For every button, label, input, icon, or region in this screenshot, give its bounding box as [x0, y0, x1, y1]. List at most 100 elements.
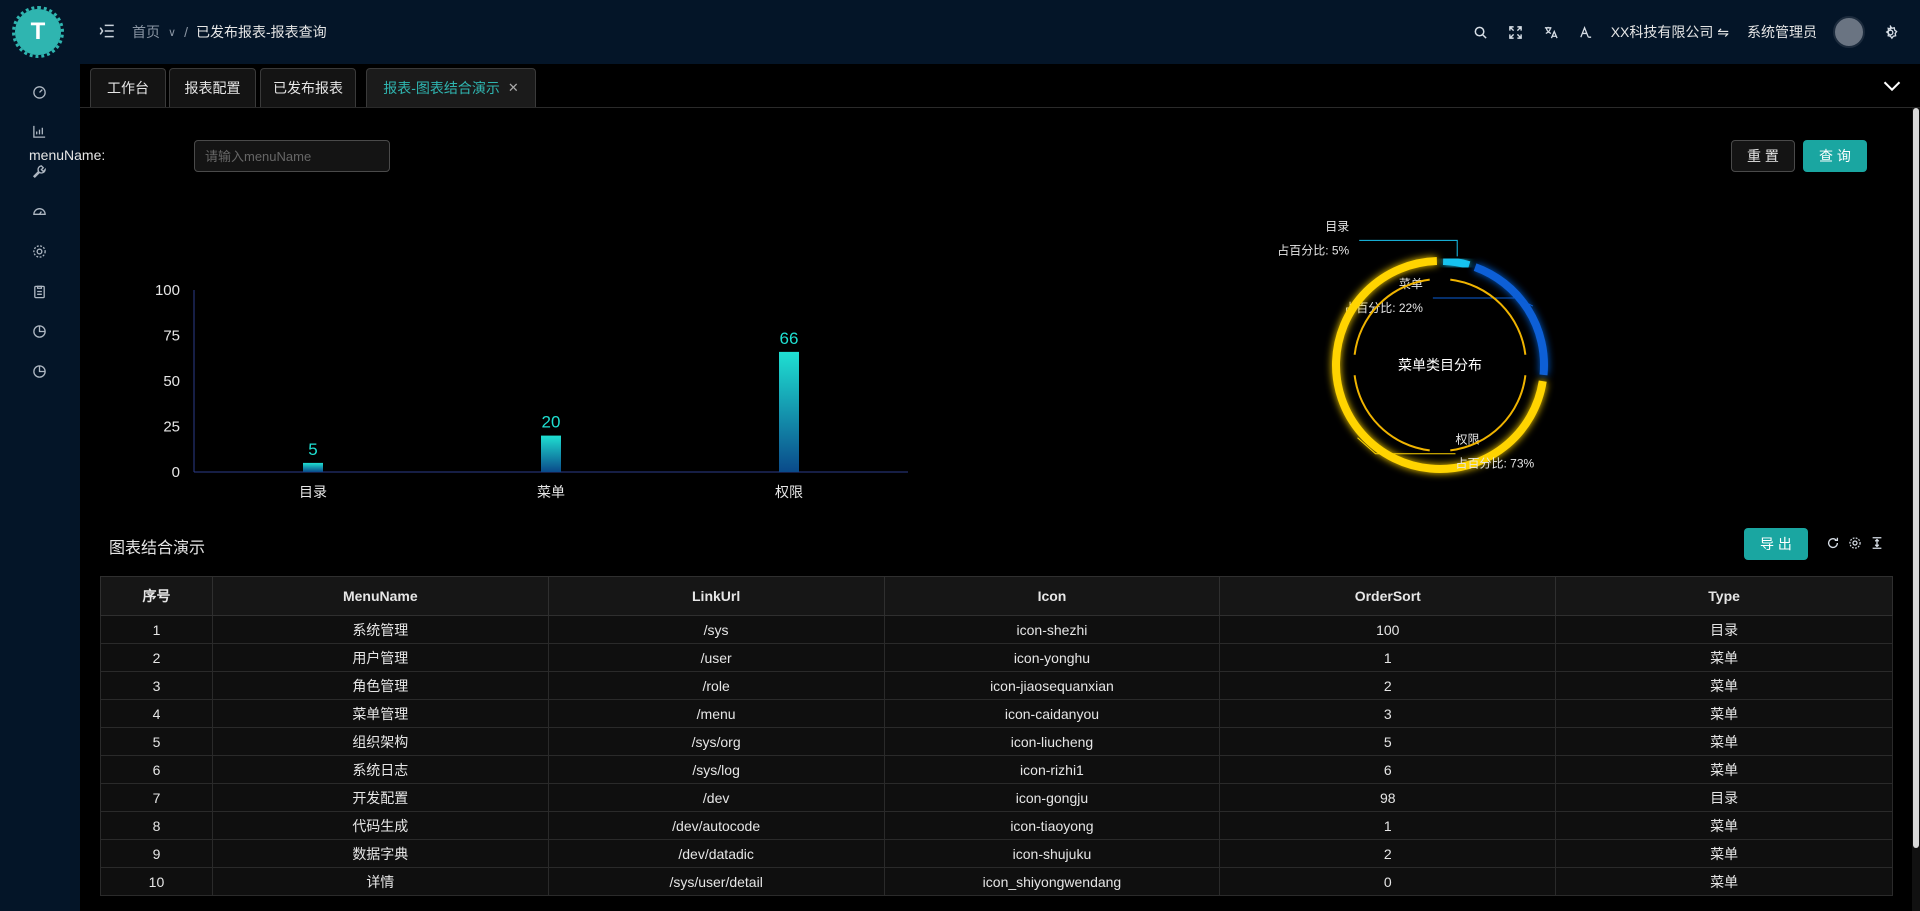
- scrollbar[interactable]: [1912, 108, 1920, 911]
- ring-slice[interactable]: [1332, 257, 1547, 473]
- reset-button[interactable]: 重 置: [1731, 140, 1795, 172]
- tab-published-reports[interactable]: 已发布报表: [260, 68, 356, 107]
- table-cell: 菜单: [1555, 671, 1893, 700]
- sidebar-tool-icon[interactable]: [28, 160, 50, 182]
- bar-value-label: 20: [542, 413, 561, 432]
- table-cell: 1: [1219, 811, 1557, 840]
- table-row[interactable]: 10 详情/sys/user/detail icon_shiyongwendang 0…: [100, 867, 1893, 896]
- table-cell: 代码生成: [211, 811, 549, 840]
- column-header[interactable]: OrderSort: [1219, 576, 1557, 616]
- column-height-icon[interactable]: [1869, 535, 1885, 551]
- ring-inner-arc: [1450, 375, 1527, 452]
- breadcrumb-separator: /: [184, 24, 188, 40]
- sidebar-gauge-icon[interactable]: [28, 200, 50, 222]
- table-cell: 98: [1219, 783, 1557, 812]
- switch-icon: ⇋: [1717, 24, 1729, 40]
- table-cell: 组织架构: [211, 727, 549, 756]
- ring-label-percent: 占百分比: 22%: [1344, 300, 1423, 315]
- breadcrumb-current: 已发布报表-报表查询: [195, 24, 327, 40]
- table-cell: /sys/org: [547, 727, 885, 756]
- table-row[interactable]: 9 数据字典/dev/datadic icon-shujuku 2 菜单: [100, 839, 1893, 868]
- table-row[interactable]: 1 系统管理/sys icon-shezhi 100 目录: [100, 615, 1893, 644]
- sidebar-clipboard-icon[interactable]: [28, 280, 50, 302]
- ring-label-name: 目录: [1325, 219, 1349, 233]
- bar-value-label: 5: [308, 440, 317, 459]
- tab-report-config[interactable]: 报表配置: [169, 68, 256, 107]
- settings-icon[interactable]: [1847, 535, 1863, 551]
- table-row[interactable]: 8 代码生成/dev/autocode icon-tiaoyong 1 菜单: [100, 811, 1893, 840]
- table-cell: 100: [1219, 615, 1557, 644]
- translate-icon[interactable]: [1541, 22, 1561, 42]
- table-cell: 菜单: [1555, 699, 1893, 728]
- bar[interactable]: [541, 435, 561, 472]
- table-row[interactable]: 5 组织架构/sys/org icon-liucheng 5 菜单: [100, 727, 1893, 756]
- ring-label-line: [1432, 297, 1534, 307]
- sidebar-pie-icon[interactable]: [28, 320, 50, 342]
- company-switch[interactable]: XX科技有限公司 ⇋: [1610, 24, 1729, 40]
- app-logo[interactable]: T: [12, 6, 64, 58]
- column-header[interactable]: Type: [1555, 576, 1893, 616]
- breadcrumb-home[interactable]: 首页: [132, 24, 160, 40]
- sidebar-dashboard-icon[interactable]: [28, 80, 50, 102]
- sidebar-settings-icon[interactable]: [28, 240, 50, 262]
- ring-slice[interactable]: [1473, 263, 1548, 376]
- avatar[interactable]: [1833, 16, 1865, 48]
- table-row[interactable]: 6 系统日志/sys/log icon-rizhi1 6 菜单: [100, 755, 1893, 784]
- table-cell: 系统日志: [211, 755, 549, 784]
- breadcrumb: 首页 ∨ / 已发布报表-报表查询: [132, 22, 327, 42]
- font-size-icon[interactable]: [1576, 22, 1596, 42]
- fullscreen-icon[interactable]: [1506, 22, 1526, 42]
- column-header[interactable]: 序号: [100, 576, 213, 616]
- table-cell: /role: [547, 671, 885, 700]
- table-cell: 10: [100, 867, 213, 896]
- table-cell: 菜单: [1555, 811, 1893, 840]
- table-toolbar: [1825, 535, 1885, 551]
- column-header[interactable]: Icon: [883, 576, 1221, 616]
- table-row[interactable]: 7 开发配置/dev icon-gongju 98 目录: [100, 783, 1893, 812]
- column-header[interactable]: MenuName: [211, 576, 549, 616]
- table-cell: icon-jiaosequanxian: [883, 671, 1221, 700]
- menu-fold-icon[interactable]: [98, 22, 116, 40]
- y-tick-label: 50: [163, 373, 180, 390]
- table-row[interactable]: 3 角色管理/role icon-jiaosequanxian 2 菜单: [100, 671, 1893, 700]
- column-header[interactable]: LinkUrl: [547, 576, 885, 616]
- ring-chart-title: 菜单类目分布: [1398, 357, 1482, 373]
- table-cell: icon-liucheng: [883, 727, 1221, 756]
- table-cell: 菜单: [1555, 755, 1893, 784]
- table-cell: 菜单管理: [211, 699, 549, 728]
- table-cell: 开发配置: [211, 783, 549, 812]
- table-row[interactable]: 2 用户管理/user icon-yonghu 1 菜单: [100, 643, 1893, 672]
- table-cell: /menu: [547, 699, 885, 728]
- chevron-down-icon[interactable]: [1882, 76, 1902, 96]
- table-cell: 5: [100, 727, 213, 756]
- y-tick-label: 0: [172, 464, 180, 481]
- table-row[interactable]: 4 菜单管理/menu icon-caidanyou 3 菜单: [100, 699, 1893, 728]
- x-tick-label: 菜单: [537, 484, 565, 500]
- chevron-down-icon: ∨: [168, 26, 177, 39]
- ring-inner-arc: [1353, 278, 1430, 355]
- sidebar-chart-icon[interactable]: [28, 120, 50, 142]
- top-header: 首页 ∨ / 已发布报表-报表查询 XX科技有限公司 ⇋ 系统管理员: [80, 0, 1920, 64]
- user-name[interactable]: 系统管理员: [1747, 24, 1817, 40]
- tab-chart-demo[interactable]: 报表-图表结合演示 ✕: [366, 68, 536, 107]
- search-icon[interactable]: [1471, 22, 1491, 42]
- refresh-icon[interactable]: [1825, 535, 1841, 551]
- ring-inner-arc: [1353, 375, 1430, 452]
- query-button[interactable]: 查 询: [1803, 140, 1867, 172]
- table-cell: 4: [100, 699, 213, 728]
- table-cell: 7: [100, 783, 213, 812]
- export-button[interactable]: 导 出: [1744, 528, 1808, 560]
- table-cell: /sys/user/detail: [547, 867, 885, 896]
- table-cell: 菜单: [1555, 727, 1893, 756]
- sidebar-pie-icon[interactable]: [28, 360, 50, 382]
- table-cell: 菜单: [1555, 643, 1893, 672]
- ring-slice[interactable]: [1442, 257, 1471, 270]
- ring-label-line: [1359, 239, 1458, 257]
- bar[interactable]: [779, 351, 799, 472]
- settings-icon[interactable]: [1880, 22, 1900, 42]
- close-icon[interactable]: ✕: [507, 80, 519, 95]
- menuname-search-input[interactable]: [194, 140, 390, 172]
- tab-workbench[interactable]: 工作台: [90, 68, 166, 107]
- bar[interactable]: [303, 462, 323, 472]
